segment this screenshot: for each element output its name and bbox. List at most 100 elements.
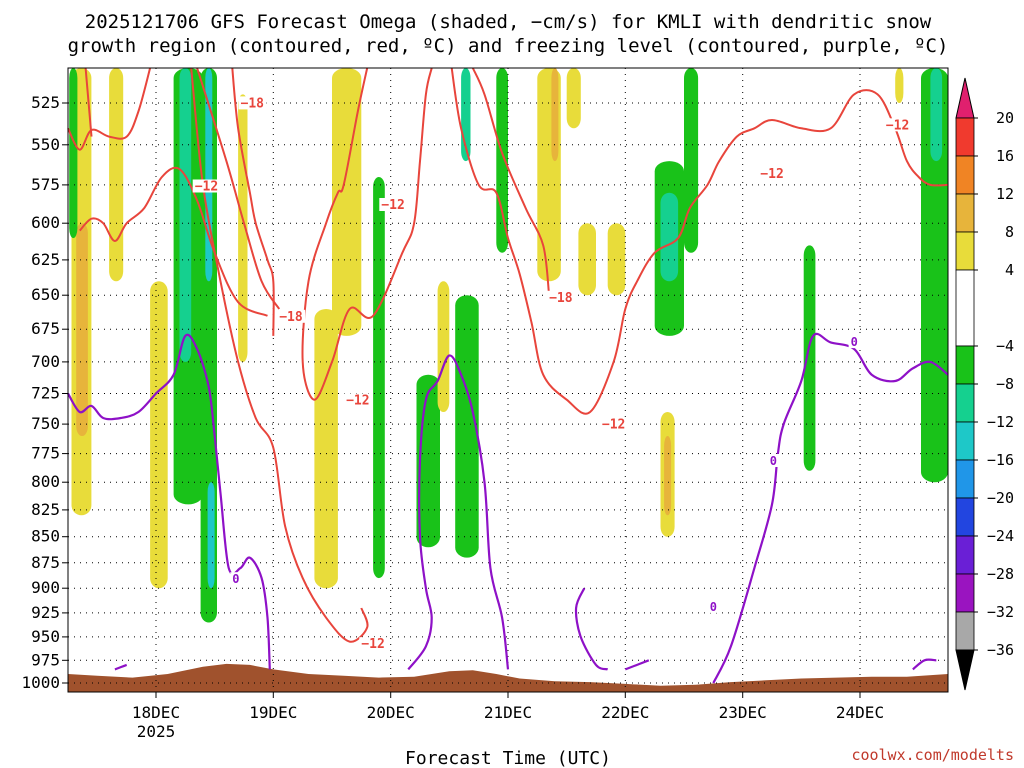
red-contour-8 xyxy=(84,67,93,137)
y-axis: 525 550 575 600 625 650 675 700 725 750 775 800 825 8… xyxy=(21,93,68,692)
omega-region-32 xyxy=(930,68,943,162)
contour-label-bg xyxy=(767,454,780,467)
omega-region-3 xyxy=(109,68,124,282)
colorbar-band-9 xyxy=(955,459,975,499)
y-tick-label: 750 xyxy=(31,414,60,433)
x-tick-label: 24DEC xyxy=(836,703,884,722)
omega-shading xyxy=(69,68,948,623)
colorbar-label: −8 xyxy=(996,375,1014,393)
y-tick-label: 700 xyxy=(31,352,60,371)
contour-label: 0 xyxy=(710,600,717,614)
red-contour-7 xyxy=(196,67,281,310)
contour-label: 0 xyxy=(851,335,858,349)
omega-region-12 xyxy=(332,68,362,336)
freezing-level-contours xyxy=(67,332,949,684)
y-tick-label: 575 xyxy=(31,175,60,194)
y-tick-label: 550 xyxy=(31,135,60,154)
contour-label-bg xyxy=(230,572,243,586)
colorbar-band-8 xyxy=(955,421,975,461)
omega-region-6 xyxy=(179,68,192,362)
contour-label-bg xyxy=(848,335,861,349)
colorbar: 20 16 12 8 4 −4 −8 −12 −16 −20 −24 −28 −32 −36 xyxy=(955,77,1014,691)
colorbar-band-4 xyxy=(955,231,975,271)
terrain-fill xyxy=(68,663,948,692)
omega-region-9 xyxy=(207,482,215,589)
purple-contour-4 xyxy=(624,659,650,671)
purple-contour-2 xyxy=(712,332,949,684)
colorbar-band-3 xyxy=(955,193,975,233)
plot-area: −18 −12 −12 −18 −12 −12 −18 −12 −12 −12 0 0 0 0 xyxy=(67,67,949,693)
y-tick-label: 800 xyxy=(31,472,60,491)
contour-label-bg xyxy=(359,637,388,651)
contour-label-bg xyxy=(707,599,720,613)
colorbar-band-5 xyxy=(955,269,975,347)
colorbar-label: 20 xyxy=(996,109,1014,127)
red-contour-6 xyxy=(471,67,551,296)
x-tick-label: 23DEC xyxy=(719,703,767,722)
omega-region-1 xyxy=(76,223,88,436)
contour-labels: −18 −12 −12 −18 −12 −12 −18 −12 −12 −12 0 0 0 0 xyxy=(192,96,912,652)
x-axis-label: Forecast Time (UTC) xyxy=(405,748,611,768)
contour-label: −12 xyxy=(381,198,404,213)
colorbar-label: −20 xyxy=(987,489,1014,507)
omega-region-20 xyxy=(551,68,559,162)
red-contour-5 xyxy=(450,67,949,415)
contour-label-bg xyxy=(599,417,628,431)
contour-label: −18 xyxy=(279,310,303,325)
omega-region-29 xyxy=(803,245,816,471)
omega-region-31 xyxy=(921,68,948,483)
x-tick-label: 19DEC xyxy=(249,703,297,722)
omega-region-18 xyxy=(496,68,508,253)
colorbar-label: 4 xyxy=(1005,261,1014,279)
chart-title-line-2: growth region (contoured, red, ºC) and f… xyxy=(68,35,949,57)
colorbar-label: −32 xyxy=(987,603,1014,621)
omega-region-2 xyxy=(69,68,78,239)
chart-title: 2025121706 GFS Forecast Omega (shaded, −… xyxy=(68,11,949,57)
colorbar-label: −36 xyxy=(987,641,1014,659)
x-tick-label: 22DEC xyxy=(601,703,649,722)
contour-label: −18 xyxy=(241,96,265,111)
omega-region-25 xyxy=(660,192,679,282)
y-tick-label: 725 xyxy=(31,384,60,403)
purple-contour-5 xyxy=(114,663,128,671)
red-contour-2 xyxy=(231,67,275,336)
x-tick-label: 18DEC xyxy=(132,703,180,722)
colorbar-band-10 xyxy=(955,497,975,537)
colorbar-label: −16 xyxy=(987,451,1014,469)
colorbar-band-7 xyxy=(955,383,975,423)
grid-lines xyxy=(68,68,948,692)
omega-region-30 xyxy=(895,68,904,103)
contour-label: −12 xyxy=(195,180,218,195)
contour-label: 0 xyxy=(770,454,777,468)
y-tick-label: 925 xyxy=(31,603,60,622)
contour-label-bg xyxy=(192,179,221,193)
colorbar-label: 16 xyxy=(996,147,1014,165)
red-contour-0 xyxy=(67,67,152,151)
colorbar-label: −4 xyxy=(996,337,1014,355)
y-tick-label: 675 xyxy=(31,319,60,338)
credit-text[interactable]: coolwx.com/modelts xyxy=(851,746,1014,764)
colorbar-arrow-bottom xyxy=(955,649,975,691)
y-tick-label: 600 xyxy=(31,213,60,232)
y-tick-label: 825 xyxy=(31,500,60,519)
contour-label-bg xyxy=(547,290,576,304)
terrain-area xyxy=(68,663,948,692)
red-contour-3 xyxy=(190,67,369,643)
colorbar-band-12 xyxy=(955,573,975,613)
y-tick-label: 975 xyxy=(31,650,60,669)
contour-label: −12 xyxy=(346,393,369,408)
omega-region-10 xyxy=(238,94,248,363)
omega-region-17 xyxy=(437,281,450,412)
dendritic-growth-contours xyxy=(67,67,949,643)
purple-contour-0 xyxy=(67,333,271,670)
colorbar-band-6 xyxy=(955,345,975,385)
colorbar-label: 12 xyxy=(996,185,1014,203)
contour-label-bg xyxy=(379,198,408,211)
y-tick-label: 525 xyxy=(31,93,60,112)
colorbar-band-1 xyxy=(955,117,975,157)
contour-label: −12 xyxy=(361,637,384,652)
colorbar-arrow-top xyxy=(955,77,975,119)
y-tick-label: 775 xyxy=(31,444,60,463)
omega-region-28 xyxy=(684,68,699,253)
purple-contour-3 xyxy=(574,587,609,671)
